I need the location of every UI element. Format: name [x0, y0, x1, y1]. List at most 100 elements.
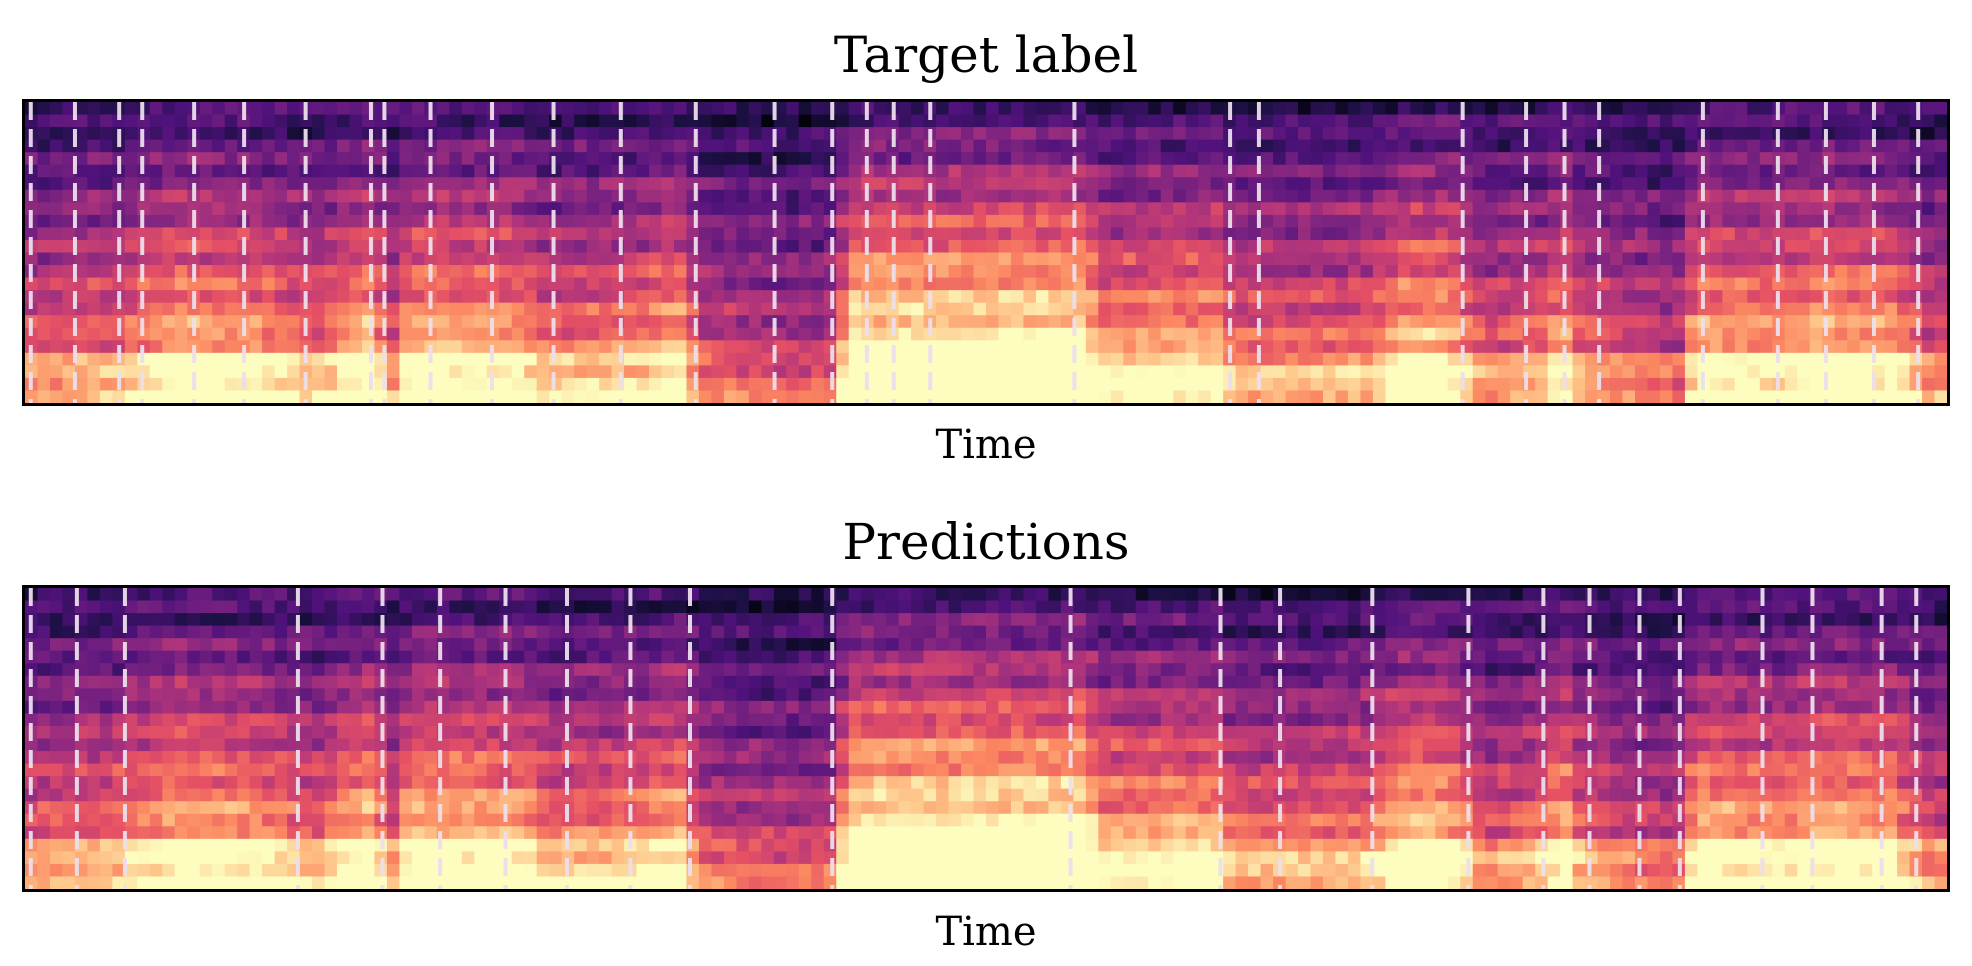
spectrogram-cell	[711, 127, 725, 141]
spectrogram-cell	[1659, 214, 1674, 229]
spectrogram-cell	[911, 214, 925, 229]
spectrogram-cell	[1572, 127, 1586, 141]
spectrogram-cell	[836, 340, 850, 354]
spectrogram-cell	[898, 377, 912, 392]
spectrogram-cell	[37, 164, 51, 178]
spectrogram-cell	[636, 265, 650, 279]
spectrogram-cell	[1909, 340, 1923, 354]
spectrogram-cell	[174, 638, 188, 652]
spectrogram-cell	[249, 826, 263, 840]
spectrogram-cell	[1847, 327, 1861, 341]
spectrogram-cell	[524, 700, 538, 715]
spectrogram-cell	[1410, 352, 1424, 366]
spectrogram-cell	[1759, 227, 1773, 241]
spectrogram-cell	[1098, 202, 1112, 216]
spectrogram-cell	[1285, 114, 1299, 128]
spectrogram-cell	[1435, 127, 1449, 141]
spectrogram-cell	[1909, 239, 1923, 254]
spectrogram-cell	[636, 613, 650, 627]
spectrogram-cell	[1422, 352, 1436, 366]
spectrogram-cell	[1260, 277, 1274, 291]
spectrogram-cell	[1123, 202, 1137, 216]
spectrogram-cell	[124, 252, 138, 266]
spectrogram-cell	[649, 663, 663, 677]
spectrogram-cell	[898, 277, 912, 291]
spectrogram-cell	[524, 826, 538, 840]
spectrogram-cell	[49, 863, 64, 878]
spectrogram-cell	[561, 265, 575, 279]
spectrogram-cell	[461, 327, 475, 341]
spectrogram-cell	[1098, 365, 1112, 379]
spectrogram-cell	[174, 340, 188, 354]
spectrogram-cell	[1310, 214, 1324, 229]
spectrogram-cell	[986, 327, 1000, 341]
spectrogram-cell	[1909, 152, 1923, 166]
spectrogram-cell	[1610, 252, 1624, 266]
spectrogram-cell	[249, 700, 263, 715]
spectrogram-cell	[1759, 164, 1773, 178]
spectrogram-cell	[1422, 390, 1436, 403]
spectrogram-cell	[312, 390, 326, 403]
spectrogram-cell	[399, 102, 413, 116]
spectrogram-cell	[461, 588, 475, 602]
spectrogram-cell	[1285, 214, 1299, 229]
spectrogram-cell	[549, 763, 563, 777]
spectrogram-cell	[1285, 352, 1299, 366]
spectrogram-cell	[187, 588, 201, 602]
spectrogram-cell	[124, 650, 138, 664]
spectrogram-cell	[1285, 177, 1299, 191]
spectrogram-cell	[1422, 127, 1436, 141]
spectrogram-cell	[1447, 214, 1461, 229]
spectrogram-cell	[986, 252, 1000, 266]
spectrogram-cell	[1397, 152, 1411, 166]
spectrogram-cell	[1435, 152, 1449, 166]
spectrogram-cell	[149, 265, 163, 279]
spectrogram-cell	[1772, 365, 1786, 379]
spectrogram-cell	[1372, 177, 1386, 191]
spectrogram-cell	[249, 189, 263, 203]
spectrogram-cell	[661, 613, 675, 627]
spectrogram-cell	[636, 252, 650, 266]
spectrogram-cell	[474, 788, 488, 802]
spectrogram-cell	[187, 763, 201, 777]
spectrogram-cell	[911, 164, 925, 178]
spectrogram-cell	[1285, 277, 1299, 291]
spectrogram-cell	[1535, 252, 1549, 266]
spectrogram-cell	[1435, 252, 1449, 266]
spectrogram-cell	[461, 265, 475, 279]
spectrogram-cell	[424, 650, 438, 664]
spectrogram-cell	[524, 164, 538, 178]
spectrogram-cell	[62, 239, 76, 254]
spectrogram-cell	[1048, 152, 1062, 166]
spectrogram-cell	[1535, 290, 1549, 304]
spectrogram-cell	[1260, 290, 1274, 304]
spectrogram-cell	[1797, 302, 1811, 316]
spectrogram-cell	[337, 377, 351, 392]
spectrogram-cell	[1010, 114, 1025, 128]
spectrogram-cell	[124, 826, 138, 840]
spectrogram-cell	[561, 688, 575, 702]
spectrogram-cell	[1510, 327, 1524, 341]
spectrogram-cell	[1859, 377, 1873, 392]
spectrogram-cell	[486, 776, 500, 790]
spectrogram-cell	[986, 152, 1000, 166]
spectrogram-cell	[1535, 114, 1549, 128]
spectrogram-cell	[212, 801, 226, 815]
spectrogram-cell	[62, 613, 76, 627]
spectrogram-cell	[673, 776, 688, 790]
spectrogram-cell	[698, 390, 713, 403]
spectrogram-cell	[49, 813, 64, 827]
spectrogram-cell	[1560, 127, 1574, 141]
spectrogram-cell	[1684, 377, 1698, 392]
spectrogram-cell	[1659, 327, 1674, 341]
spectrogram-cell	[798, 340, 812, 354]
spectrogram-cell	[1310, 302, 1324, 316]
spectrogram-cell	[1410, 202, 1424, 216]
spectrogram-cell	[436, 239, 450, 254]
spectrogram-cell	[399, 813, 413, 827]
spectrogram-cell	[411, 239, 425, 254]
spectrogram-cell	[262, 302, 276, 316]
spectrogram-cell	[1722, 365, 1736, 379]
spectrogram-cell	[1110, 315, 1124, 329]
spectrogram-cell	[1210, 352, 1224, 366]
